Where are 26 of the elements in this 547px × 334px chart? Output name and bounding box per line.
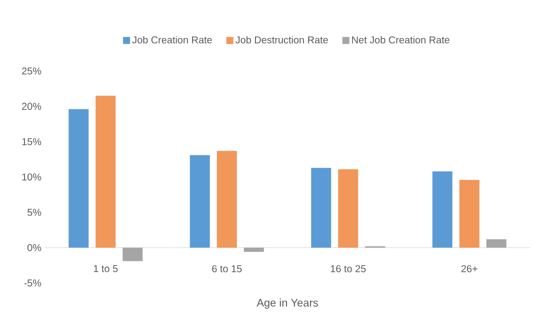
y-tick-label: 25% [22, 67, 42, 75]
bar [96, 96, 116, 248]
bar [432, 171, 452, 248]
y-tick-label: 20% [22, 102, 42, 110]
x-tick-label: 6 to 15 [212, 265, 242, 272]
bar [338, 169, 358, 248]
bar [190, 155, 210, 248]
legend-label: Job Creation Rate [132, 36, 212, 44]
y-tick-label: 5% [27, 208, 42, 216]
y-tick-label: 0% [27, 244, 42, 252]
x-axis-title: Age in Years [256, 298, 318, 309]
legend-label: Job Destruction Rate [236, 36, 328, 44]
legend-label: Net Job Creation Rate [352, 36, 450, 44]
bar [311, 168, 332, 248]
y-tick-label: 10% [22, 173, 42, 181]
bar [459, 180, 480, 248]
bar [216, 150, 237, 248]
x-tick-label: 16 to 25 [330, 265, 366, 272]
bar [486, 239, 506, 248]
bar [244, 248, 264, 252]
x-tick-label: 26+ [461, 265, 478, 272]
y-tick-label: 15% [22, 138, 42, 146]
bar [68, 109, 89, 248]
y-tick-label: -5% [24, 279, 42, 286]
x-tick-label: 1 to 5 [94, 265, 118, 272]
bar [122, 248, 143, 262]
